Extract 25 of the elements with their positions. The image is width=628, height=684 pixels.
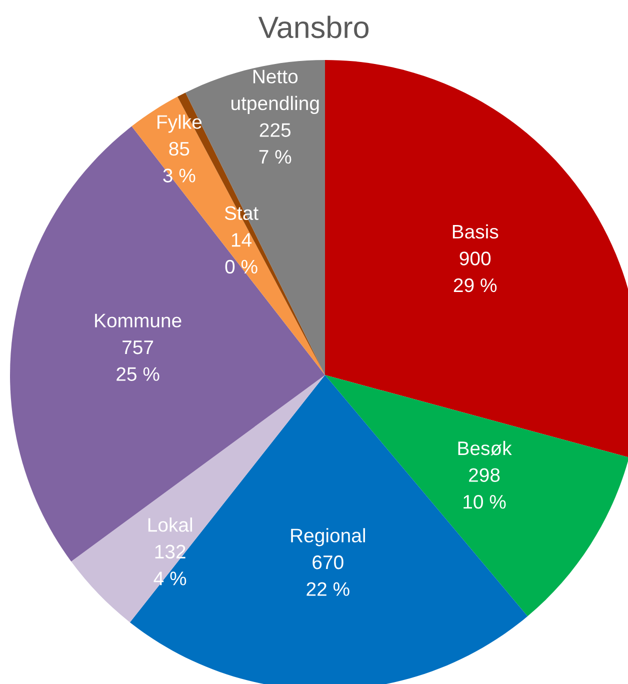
data-label: 670 [312,555,344,570]
data-label: 14 [232,233,252,247]
text: 25 % [116,367,160,381]
text: 4 % [154,572,186,586]
text: 29 % [454,278,497,292]
data-label: 132 [155,544,186,559]
slice-label: Basis [452,224,498,239]
chart-title: Vansbro [258,16,368,38]
slice-label: Stat [224,206,258,220]
slice-label: Lokal [148,518,192,532]
data-label: 900 [460,252,491,266]
text: 7 % [259,150,292,164]
data-label: 298 [469,468,500,482]
data-label: 757 [122,340,154,354]
text: 22 % [306,582,350,596]
data-label: 85 [169,142,190,156]
slice-label: Netto utpendling [232,70,319,114]
text: 10 % [464,494,506,509]
slice-label: Fylke [158,114,202,133]
data-label: 225 [260,123,291,137]
slice-label: Besøk [458,440,512,456]
text: 3 % [163,168,196,182]
text: 0 % [225,260,258,274]
slice-label: Kommune [95,314,182,328]
slice-label: Regional [291,528,365,546]
